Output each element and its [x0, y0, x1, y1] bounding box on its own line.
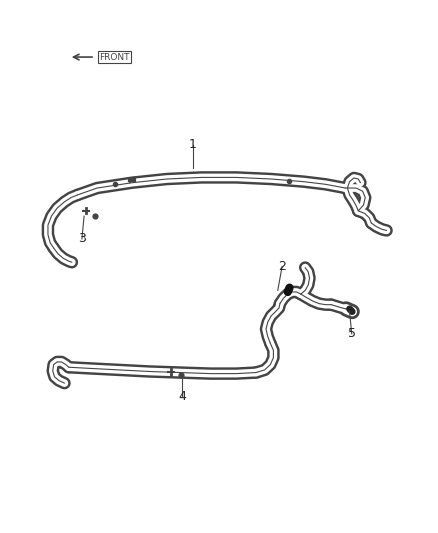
Text: 3: 3 — [78, 232, 86, 245]
Text: FRONT: FRONT — [99, 53, 130, 62]
Text: 5: 5 — [348, 327, 356, 341]
Text: 2: 2 — [278, 260, 286, 273]
Text: 1: 1 — [189, 138, 197, 151]
Text: 4: 4 — [178, 390, 186, 403]
